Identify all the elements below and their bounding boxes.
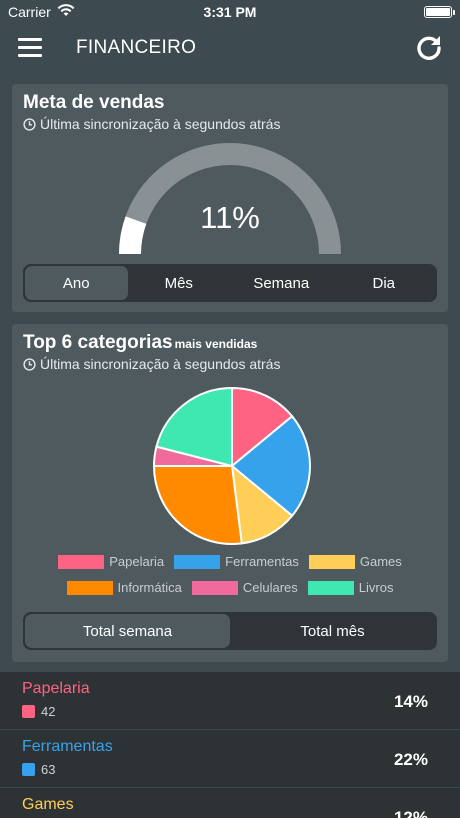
sync-status: Última sincronização à segundos atrás (23, 116, 280, 132)
legend-swatch (191, 580, 238, 595)
period-option-mes[interactable]: Mês (164, 274, 193, 292)
legend-item: Livros (307, 580, 394, 595)
period-option-dia[interactable]: Dia (372, 274, 395, 292)
category-count: 42 (22, 704, 55, 719)
status-bar: Carrier 3:31 PM (0, 0, 460, 24)
sync-status: Última sincronização à segundos atrás (23, 356, 280, 372)
page-title: FINANCEIRO (76, 37, 197, 58)
menu-icon[interactable] (18, 38, 42, 58)
color-swatch (22, 705, 35, 718)
legend-label: Papelaria (109, 554, 165, 569)
total-selector: Total semana Total mês (23, 612, 437, 650)
category-percent: 22% (393, 750, 428, 769)
legend-swatch (307, 580, 354, 595)
list-item[interactable]: Papelaria 42 14% (0, 672, 460, 730)
legend-label: Ferramentas (225, 554, 299, 569)
category-percent: 14% (393, 692, 428, 711)
legend-item: Games (308, 554, 402, 569)
sync-status-text: Última sincronização à segundos atrás (40, 116, 281, 132)
legend-swatch (58, 554, 105, 569)
legend-item: Ferramentas (174, 554, 299, 569)
battery-icon (424, 6, 455, 18)
category-list: Papelaria 42 14% Ferramentas 63 22% Game… (0, 672, 460, 818)
total-option-mes[interactable]: Total mês (300, 622, 365, 640)
top-categories-title: Top 6 categorias mais vendidas (23, 332, 258, 353)
legend-label: Livros (358, 580, 394, 595)
period-option-semana[interactable]: Semana (253, 274, 310, 292)
clock: 3:31 PM (203, 4, 257, 20)
legend-item: Celulares (191, 580, 298, 595)
top-categories-card: Top 6 categorias mais vendidas Última sin… (12, 324, 448, 662)
sales-goal-card: Meta de vendas Última sincronização à se… (12, 84, 448, 312)
category-count: 63 (22, 762, 55, 777)
legend-item: Papelaria (58, 554, 164, 569)
period-option-ano[interactable]: Ano (25, 266, 128, 300)
gauge-fill (119, 216, 147, 255)
clock-icon (23, 357, 36, 371)
sync-status-text: Última sincronização à segundos atrás (40, 356, 281, 372)
list-item[interactable]: Games 12% (0, 788, 460, 818)
total-option-semana[interactable]: Total semana (25, 614, 230, 648)
period-selector: Ano Mês Semana Dia (23, 264, 437, 302)
legend-swatch (308, 554, 355, 569)
list-item[interactable]: Ferramentas 63 22% (0, 730, 460, 788)
category-name: Ferramentas (22, 738, 113, 755)
sales-goal-title: Meta de vendas (23, 92, 165, 113)
categories-pie-chart (152, 386, 311, 545)
nav-bar: FINANCEIRO (0, 24, 460, 72)
pie-slice-informática (152, 465, 243, 545)
legend-label: Games (359, 554, 402, 569)
category-percent: 12% (393, 808, 428, 818)
clock-icon (23, 117, 36, 131)
pie-slice-ferramentas (230, 414, 311, 518)
refresh-icon[interactable] (414, 32, 444, 62)
wifi-icon (57, 3, 75, 20)
pie-slice-papelaria (231, 386, 294, 469)
legend-label: Celulares (242, 580, 298, 595)
legend-swatch (66, 580, 113, 595)
gauge-track (119, 143, 341, 255)
legend-label: Informática (117, 580, 182, 595)
top-categories-subtitle: mais vendidas (174, 337, 258, 351)
pie-slice-livros (155, 386, 233, 468)
legend-item: Informática (66, 580, 182, 595)
carrier-label: Carrier (8, 4, 51, 20)
color-swatch (22, 763, 35, 776)
category-name: Papelaria (22, 680, 90, 697)
sales-gauge (119, 143, 341, 255)
category-name: Games (22, 796, 74, 813)
gauge-value: 11% (200, 200, 260, 235)
legend-swatch (174, 554, 221, 569)
